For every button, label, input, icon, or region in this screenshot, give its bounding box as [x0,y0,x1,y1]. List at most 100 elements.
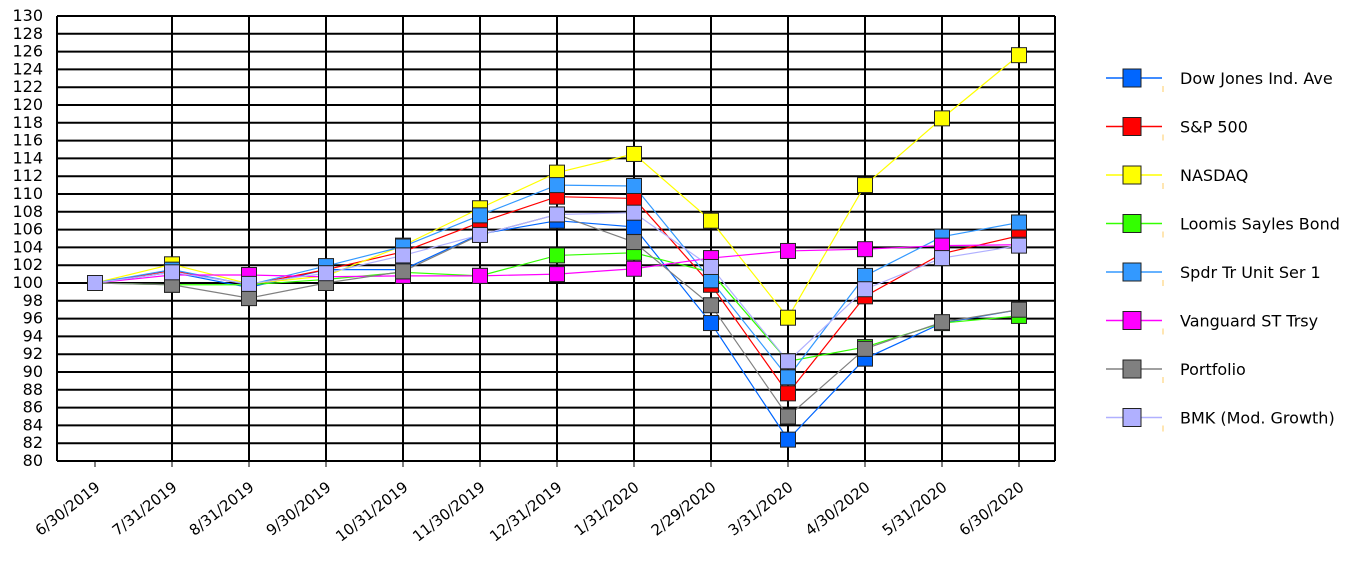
x-tick-label: 3/31/2020 [725,478,797,540]
legend-item: S&P 500 [1106,117,1248,141]
y-tick-label: 124 [12,59,43,78]
legend-marker [1122,214,1142,233]
data-point [857,241,873,258]
legend-marker [1122,117,1142,136]
x-tick-label: 8/31/2019 [186,478,258,540]
data-point [934,250,950,267]
legend-label: Spdr Tr Unit Ser 1 [1180,263,1321,282]
data-point [780,385,796,402]
x-tick-label: 4/30/2020 [802,478,874,540]
data-point [164,264,180,281]
legend-label: Portfolio [1180,360,1246,379]
data-point [780,431,796,448]
y-tick-label: 98 [23,291,43,310]
data-point [703,297,719,314]
y-tick-label: 130 [12,6,43,25]
y-tick-label: 118 [12,113,43,132]
y-tick-label: 116 [12,131,43,150]
x-tick-label: 9/30/2019 [263,478,335,540]
plot-area: 8082848688909294969810010210410610811011… [12,6,1056,545]
data-point [1011,47,1027,64]
data-point [87,275,103,291]
data-point [780,242,796,259]
legend-label: S&P 500 [1180,118,1248,137]
x-tick-label: 6/30/2020 [956,478,1028,540]
data-point [857,281,873,298]
data-point [241,275,257,292]
legend-item: Loomis Sayles Bond [1106,214,1340,238]
data-point [626,145,642,162]
x-tick-label: 7/31/2019 [109,478,181,540]
legend-label: Dow Jones Ind. Ave [1180,69,1333,88]
data-point [703,258,719,275]
legend-label: Loomis Sayles Bond [1180,215,1340,234]
x-tick-label: 11/30/2019 [409,478,488,545]
y-tick-label: 82 [23,433,43,452]
data-point [472,207,488,224]
y-tick-label: 122 [12,77,43,96]
legend-item: Spdr Tr Unit Ser 1 [1106,262,1321,286]
y-tick-label: 96 [23,309,43,328]
legend-item: BMK (Mod. Growth) [1106,408,1335,432]
x-tick-label: 2/29/2020 [648,478,720,540]
data-point [395,263,411,280]
y-tick-label: 92 [23,344,43,363]
y-tick-label: 112 [12,166,43,185]
legend-marker [1122,359,1142,379]
y-tick-label: 80 [23,451,43,470]
y-tick-label: 102 [12,255,43,274]
x-tick-label: 6/30/2019 [32,478,104,540]
data-point [549,206,565,223]
data-point [626,177,642,194]
y-tick-label: 88 [23,380,43,399]
data-point [626,218,642,235]
data-point [1011,237,1027,254]
data-point [1011,214,1027,231]
legend-label: Vanguard ST Trsy [1180,312,1318,331]
legend-label: NASDAQ [1180,166,1248,185]
data-point [1011,301,1027,318]
y-tick-label: 114 [12,148,43,167]
y-tick-label: 108 [12,202,43,221]
y-tick-label: 106 [12,220,43,239]
data-point [472,226,488,243]
data-point [626,204,642,221]
data-point [395,247,411,264]
y-tick-label: 86 [23,398,43,417]
legend-marker [1122,408,1142,427]
data-point [780,369,796,386]
y-tick-label: 90 [23,362,43,381]
data-point [780,353,796,370]
legend-marker [1122,262,1142,282]
y-tick-label: 104 [12,237,43,256]
data-point [241,290,257,307]
legend: Dow Jones Ind. Ave S&P 500 NASDAQ Loomis Sa… [1106,68,1340,432]
y-tick-label: 126 [12,42,43,61]
data-point [549,177,565,194]
y-tick-label: 84 [23,415,43,434]
data-point [626,260,642,277]
legend-item: Vanguard ST Trsy [1106,311,1318,335]
data-point [318,265,334,282]
data-point [472,267,488,284]
y-tick-label: 94 [23,326,43,345]
y-tick-label: 128 [12,24,43,43]
data-point [703,272,719,289]
legend-item: Dow Jones Ind. Ave [1106,68,1333,92]
data-point [934,110,950,127]
legend-item: Portfolio [1106,359,1246,383]
data-point [934,314,950,331]
data-point [857,267,873,284]
legend-label: BMK (Mod. Growth) [1180,409,1335,428]
x-tick-label: 5/31/2020 [879,478,951,540]
y-tick-label: 120 [12,95,43,114]
x-tick-label: 1/31/2020 [571,478,643,540]
data-point [780,309,796,326]
data-point [549,266,565,283]
legend-item: NASDAQ [1106,165,1248,189]
legend-marker [1122,165,1142,185]
data-point [549,247,565,264]
x-tick-label: 10/31/2019 [332,478,411,545]
